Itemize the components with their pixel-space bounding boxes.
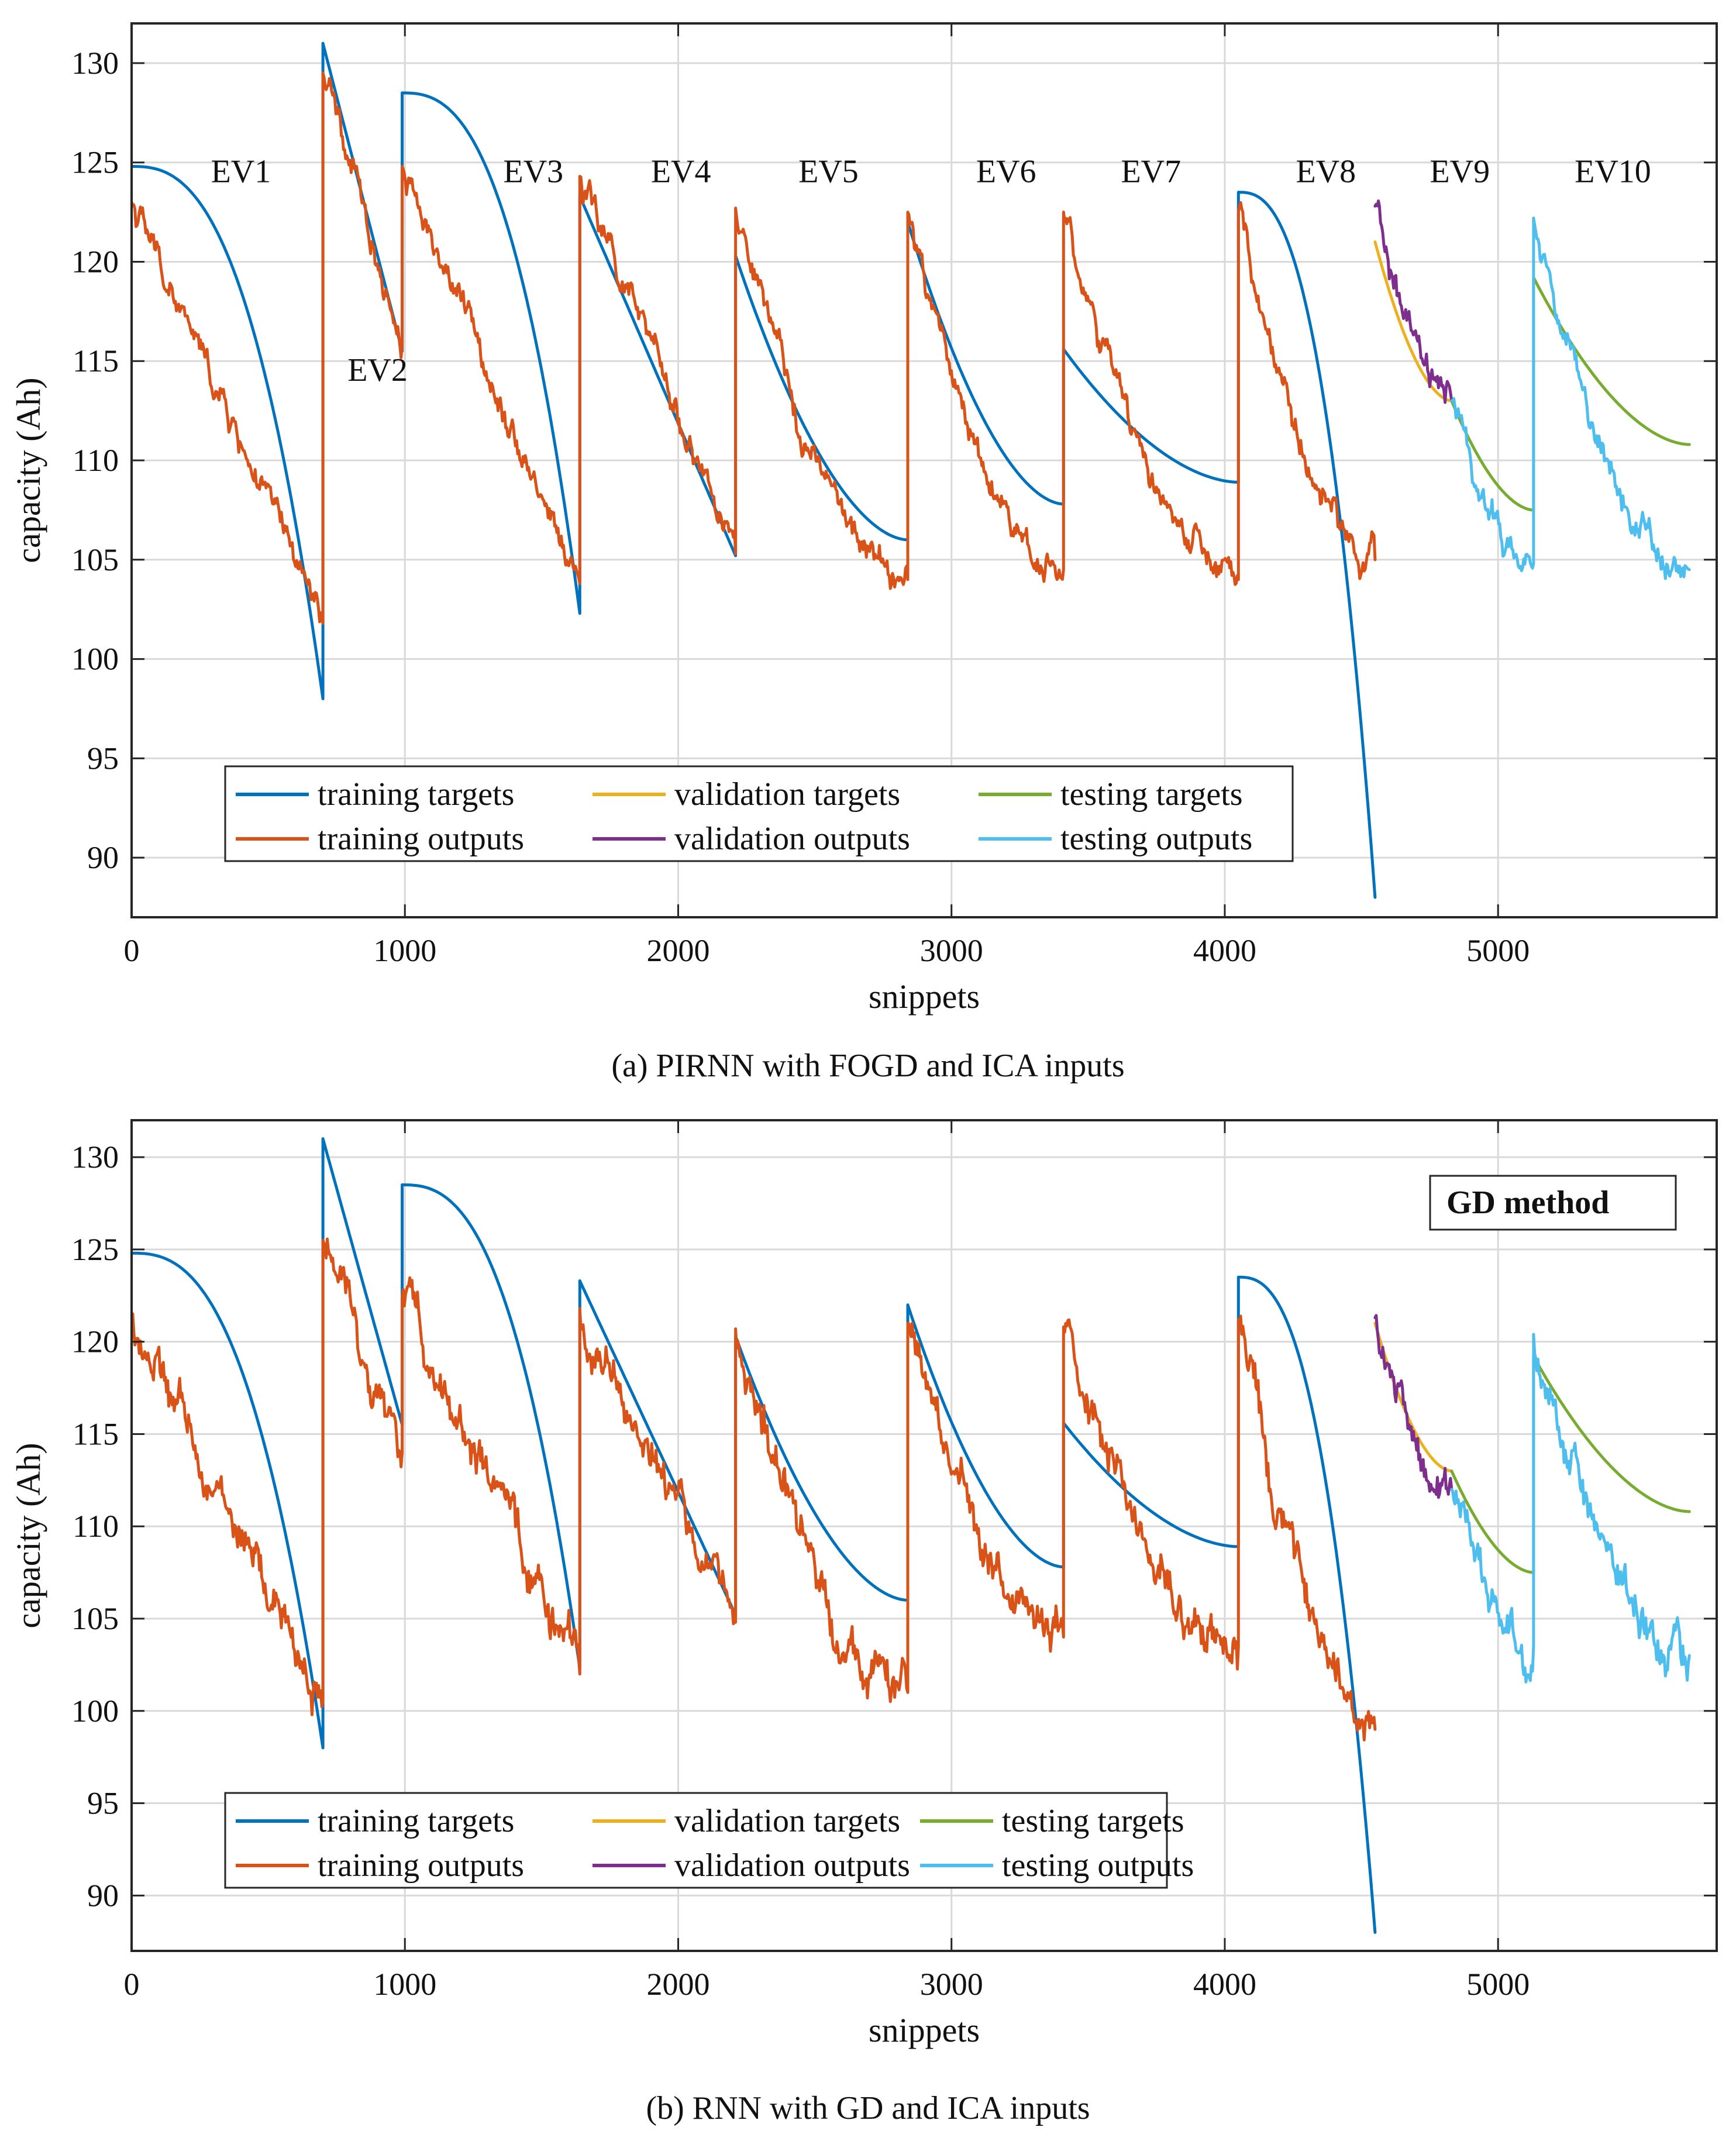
- series-line-validation-outputs: [1373, 199, 1453, 404]
- series-line-testing-outputs: [1450, 216, 1691, 580]
- ev-label: EV10: [1575, 154, 1651, 190]
- legend-entry: training outputs: [318, 1847, 524, 1884]
- y-tick-label: 105: [71, 542, 119, 577]
- x-tick-label: 5000: [1466, 1967, 1530, 2002]
- x-tick-label: 0: [124, 1967, 140, 2002]
- series-group: [132, 42, 1691, 899]
- panel-a: 0 1000 2000 3000 4000 5000 90 95 100 105 110 115 120…: [9, 22, 1718, 1084]
- x-tick-label: 2000: [646, 1967, 709, 2002]
- y-tick-label: 125: [71, 145, 119, 180]
- y-tick-label: 100: [71, 1694, 119, 1729]
- x-tick-label: 3000: [920, 1967, 983, 2002]
- y-tick-label: 110: [73, 443, 119, 478]
- y-tick-label: 95: [87, 741, 119, 776]
- legend-entry: testing outputs: [1060, 821, 1252, 857]
- ev-label: EV5: [798, 154, 859, 190]
- legend-entry: validation targets: [674, 1803, 900, 1839]
- y-axis-label: capacity (Ah): [9, 377, 47, 563]
- y-tick-label: 130: [71, 1140, 119, 1175]
- y-tick-label: 130: [71, 46, 119, 81]
- x-axis-label: snippets: [869, 977, 980, 1016]
- series-line-testing-outputs: [1450, 1333, 1691, 1684]
- ev-label: EV7: [1121, 154, 1181, 190]
- legend-entry: validation outputs: [674, 1847, 910, 1884]
- legend-entry: testing targets: [1002, 1803, 1184, 1839]
- x-tick-label: 1000: [373, 1967, 436, 2002]
- series-line-training-outputs: [132, 1237, 1377, 1741]
- y-tick-label: 110: [73, 1509, 119, 1544]
- axes-frame: [130, 22, 1718, 918]
- panel-caption: (b) RNN with GD and ICA inputs: [646, 2090, 1090, 2126]
- x-axis-label: snippets: [869, 2011, 980, 2049]
- y-tick-label: 95: [87, 1786, 119, 1821]
- y-axis-label: capacity (Ah): [9, 1443, 47, 1628]
- x-tick-label: 4000: [1193, 1967, 1256, 2002]
- series-line-validation-targets: [1373, 240, 1453, 402]
- legend-entry: validation targets: [674, 776, 900, 813]
- legend-entry: training targets: [318, 1803, 514, 1839]
- legend-entry: testing outputs: [1002, 1847, 1194, 1884]
- legend-entry: validation outputs: [674, 821, 910, 857]
- panel-b: 0 1000 2000 3000 4000 5000 90 95 100 105 110 115 120…: [9, 1119, 1718, 2126]
- x-tick-label: 5000: [1466, 933, 1530, 968]
- axes-frame: [130, 1119, 1718, 1952]
- x-tick-label: 4000: [1193, 933, 1256, 968]
- y-tick-label: 120: [71, 244, 119, 279]
- legend-entry: training outputs: [318, 821, 524, 857]
- series-group: [132, 1137, 1691, 1934]
- ev-label: EV4: [651, 154, 711, 190]
- series-line-training-outputs: [132, 71, 1377, 625]
- legend-entry: testing targets: [1060, 776, 1243, 813]
- series-line-validation-outputs: [1373, 1314, 1453, 1499]
- ev-label: EV8: [1296, 154, 1356, 190]
- x-tick-label: 3000: [920, 933, 983, 968]
- panel-caption: (a) PIRNN with FOGD and ICA inputs: [611, 1048, 1124, 1084]
- y-tick-label: 100: [71, 642, 119, 677]
- ev-label: EV9: [1430, 154, 1490, 190]
- y-tick-label: 90: [87, 1878, 119, 1913]
- ev-label: EV6: [976, 154, 1036, 190]
- ev-label: EV2: [347, 352, 408, 388]
- method-box: [1429, 1175, 1677, 1231]
- x-tick-label: 1000: [373, 933, 436, 968]
- y-tick-label: 120: [71, 1324, 119, 1359]
- method-label: GD method: [1446, 1185, 1609, 1221]
- ev-label: EV1: [211, 154, 271, 190]
- y-tick-label: 105: [71, 1601, 119, 1636]
- legend-entry: training targets: [318, 776, 514, 813]
- y-tick-label: 90: [87, 840, 119, 875]
- legend-box: [224, 1792, 1168, 1889]
- y-tick-label: 115: [73, 343, 119, 378]
- y-tick-label: 115: [73, 1416, 119, 1451]
- x-tick-label: 2000: [646, 933, 709, 968]
- x-tick-label: 0: [124, 933, 140, 968]
- y-tick-label: 125: [71, 1232, 119, 1267]
- legend-box: [224, 765, 1294, 862]
- ev-label: EV3: [504, 154, 564, 190]
